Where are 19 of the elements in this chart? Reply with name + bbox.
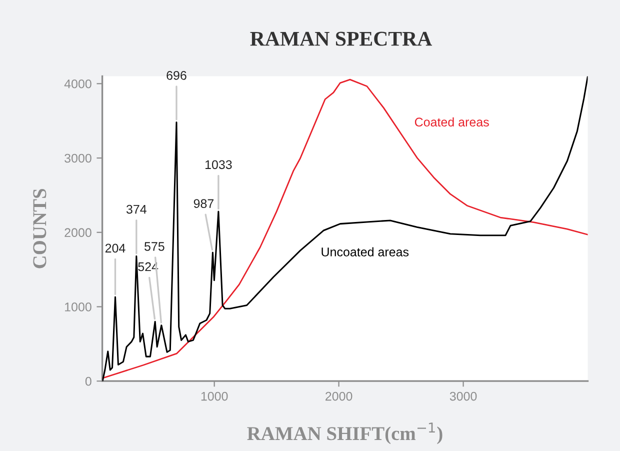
annotation: 575 — [144, 242, 164, 251]
annotation: 374 — [126, 204, 146, 214]
annotation: 696 — [166, 71, 186, 80]
chart-title: RAMAN SPECTRA — [250, 32, 432, 46]
annotation: 1033 — [205, 160, 232, 170]
series-label: Uncoated areas — [322, 247, 409, 256]
y-tick-label: 4000 — [64, 79, 92, 88]
annotation: 204 — [105, 244, 126, 253]
x-tick-label: 2000 — [326, 392, 352, 401]
series-label: Coated areas — [414, 117, 489, 127]
y-tick-label: 3000 — [64, 154, 92, 163]
y-axis-title: COUNTS — [33, 188, 46, 268]
annotation: 987 — [194, 199, 214, 208]
y-tick-label: 1000 — [65, 302, 92, 312]
x-tick-label: 3000 — [450, 392, 477, 401]
y-tick-label: 2000 — [64, 228, 92, 238]
y-tick-label: 0 — [85, 376, 92, 386]
x-tick-label: 1000 — [201, 392, 228, 401]
x-axis-title: RAMAN SHIFT(cm$^{−1}$) — [247, 422, 442, 444]
